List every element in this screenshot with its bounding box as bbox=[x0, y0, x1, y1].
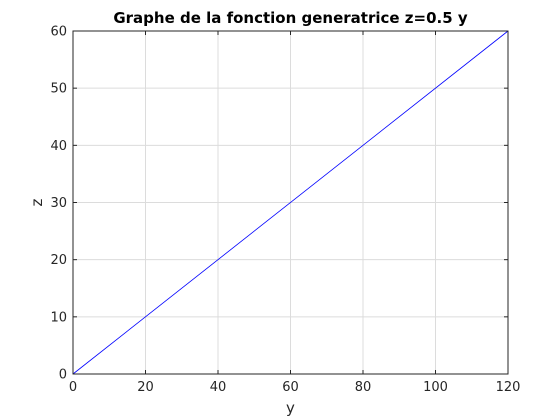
tick-marks bbox=[72, 30, 509, 375]
y-tick-label: 40 bbox=[50, 139, 67, 154]
series-line bbox=[72, 30, 509, 375]
y-tick-label: 60 bbox=[50, 25, 67, 40]
y-tick-label: 20 bbox=[50, 253, 67, 268]
y-tick-labels: 0 10 20 30 40 50 60 bbox=[50, 25, 67, 383]
x-tick-labels: 0 20 40 60 80 100 120 bbox=[69, 380, 521, 395]
series-group bbox=[72, 30, 509, 375]
x-tick-label: 80 bbox=[355, 380, 372, 395]
x-tick-label: 60 bbox=[282, 380, 299, 395]
x-axis-label: y bbox=[286, 399, 295, 417]
y-tick-label: 50 bbox=[50, 82, 67, 97]
y-tick-label: 0 bbox=[59, 368, 67, 383]
x-tick-label: 40 bbox=[210, 380, 227, 395]
y-axis-label: z bbox=[28, 198, 46, 206]
x-tick-label: 0 bbox=[69, 380, 77, 395]
y-tick-label: 30 bbox=[50, 196, 67, 211]
x-tick-label: 100 bbox=[423, 380, 448, 395]
y-tick-label: 10 bbox=[50, 310, 67, 325]
chart-title: Graphe de la fonction generatrice z=0.5 … bbox=[113, 9, 468, 27]
x-tick-label: 120 bbox=[496, 380, 521, 395]
x-tick-label: 20 bbox=[137, 380, 154, 395]
